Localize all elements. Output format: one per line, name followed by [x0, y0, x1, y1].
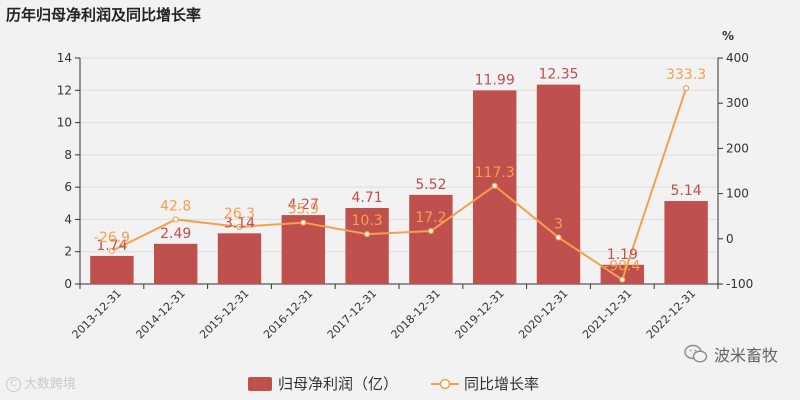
- growth-line: [111, 87, 688, 282]
- line-data-label: 26.3: [224, 206, 255, 222]
- y-left-tick-label: 2: [64, 245, 72, 259]
- x-tick-label: 2017-12-31: [325, 287, 379, 341]
- y-left-tick-label: 0: [64, 277, 72, 291]
- line-data-label: 42.8: [160, 198, 191, 214]
- bar: [90, 255, 134, 284]
- line-data-label: 35.9: [288, 202, 319, 218]
- line-point: [300, 219, 307, 226]
- bar: [409, 194, 453, 284]
- x-tick-label: 2020-12-31: [516, 287, 570, 341]
- legend-line-label: 同比增长率: [464, 375, 539, 393]
- x-tick-label: 2015-12-31: [197, 287, 251, 341]
- bar-data-label: 12.35: [538, 67, 578, 83]
- line-point: [108, 247, 116, 255]
- line-data-label: 17.2: [415, 210, 446, 226]
- y-right-tick-label: -100: [726, 277, 753, 291]
- line-point: [682, 85, 690, 92]
- legend-bar-label: 归母净利润（亿）: [278, 375, 398, 393]
- copyright-icon: C: [6, 377, 21, 392]
- bar: [536, 84, 581, 284]
- watermark-left: C 大数跨境: [6, 373, 76, 392]
- x-tick-label: 2016-12-31: [261, 287, 315, 341]
- bar: [345, 207, 389, 284]
- y-right-tick-label: 200: [726, 141, 749, 155]
- line-data-label: -26.9: [94, 230, 130, 246]
- bar-data-label: 4.27: [288, 197, 319, 213]
- y-left-tick-label: 4: [64, 212, 72, 226]
- line-point: [491, 182, 498, 189]
- bar-data-label: 3.14: [224, 215, 255, 231]
- bar-data-label: 1.74: [96, 238, 127, 254]
- legend-bar-swatch: [248, 377, 272, 391]
- x-tick-label: 2021-12-31: [580, 287, 634, 341]
- y-right-tick-label: 0: [726, 232, 734, 246]
- line-point: [555, 234, 562, 241]
- line-data-label: -90.4: [604, 259, 640, 275]
- bar: [664, 201, 708, 284]
- y-right-tick-label: 100: [726, 187, 749, 201]
- bar: [600, 264, 644, 284]
- line-data-label: 10.3: [352, 213, 383, 229]
- x-tick-label: 2018-12-31: [389, 287, 443, 341]
- line-data-label: 117.3: [475, 165, 515, 181]
- bar-data-label: 1.19: [607, 247, 638, 263]
- bar-data-label: 5.14: [671, 183, 702, 199]
- line-point: [236, 223, 243, 231]
- bar-data-label: 5.52: [415, 177, 446, 193]
- wechat-icon: [684, 344, 708, 363]
- watermark-left-text: 大数跨境: [24, 377, 77, 392]
- x-tick-label: 2013-12-31: [70, 287, 124, 341]
- line-point: [619, 276, 626, 283]
- line-data-label: 3: [554, 216, 563, 232]
- bar: [217, 233, 262, 284]
- line-point: [172, 216, 179, 223]
- chart-title: 历年归母净利润及同比增长率: [6, 6, 202, 24]
- x-tick-label: 2014-12-31: [133, 287, 187, 341]
- line-point: [427, 227, 434, 235]
- y-left-tick-label: 10: [57, 116, 72, 130]
- line-data-label: 333.3: [666, 67, 706, 83]
- y-right-tick-label: 300: [726, 96, 749, 110]
- watermark-right: 波米畜牧: [684, 342, 778, 366]
- legend-line-marker: [439, 378, 451, 390]
- bar-data-label: 2.49: [160, 226, 191, 242]
- bar-data-label: 4.71: [352, 190, 383, 206]
- bar: [154, 243, 198, 284]
- bar: [281, 215, 325, 284]
- x-tick-label: 2019-12-31: [452, 287, 506, 341]
- y-left-tick-label: 12: [57, 83, 72, 97]
- x-tick-label: 2022-12-31: [644, 287, 698, 341]
- line-point: [364, 231, 371, 238]
- y-left-tick-label: 8: [64, 148, 72, 162]
- y-right-unit-label: %: [722, 29, 734, 43]
- y-left-tick-label: 6: [64, 180, 72, 194]
- bar-data-label: 11.99: [475, 72, 515, 88]
- y-left-tick-label: 14: [57, 51, 72, 65]
- watermark-right-text: 波米畜牧: [713, 346, 778, 365]
- y-right-tick-label: 400: [726, 51, 749, 65]
